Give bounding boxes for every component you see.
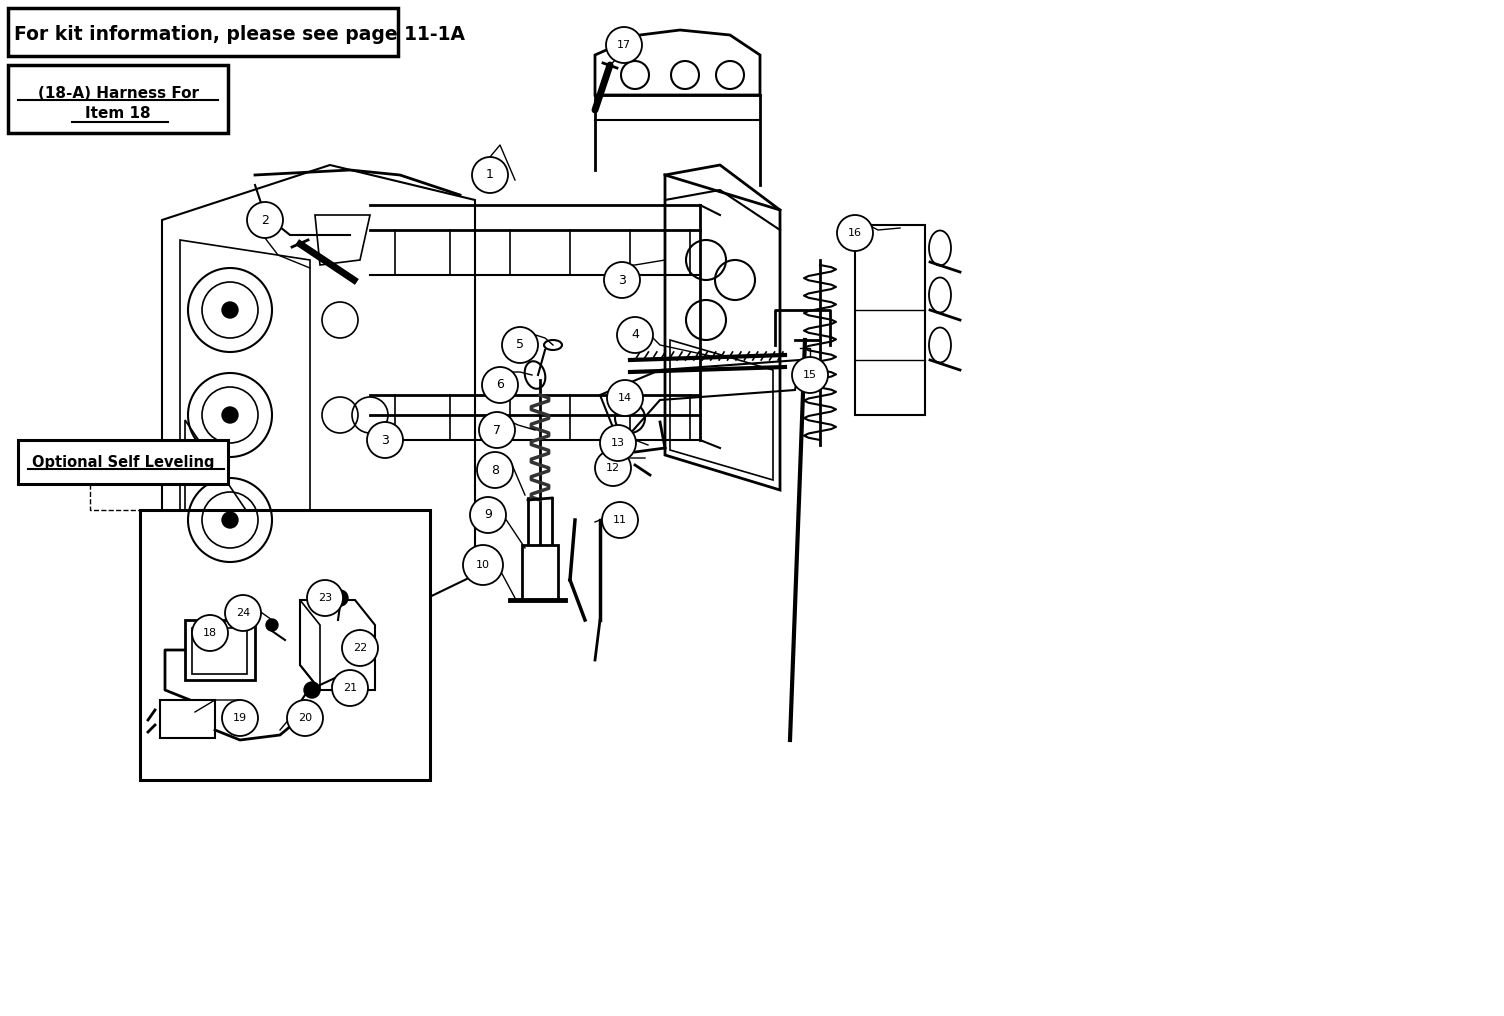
Circle shape	[332, 590, 347, 606]
Circle shape	[605, 262, 641, 298]
Text: 3: 3	[381, 434, 390, 446]
Text: 15: 15	[803, 370, 817, 380]
Circle shape	[469, 497, 505, 533]
Text: 5: 5	[516, 338, 523, 352]
FancyBboxPatch shape	[140, 510, 430, 780]
Text: 19: 19	[233, 713, 247, 723]
Circle shape	[617, 317, 653, 353]
Text: 2: 2	[262, 213, 269, 227]
Text: 7: 7	[493, 424, 501, 437]
Circle shape	[793, 357, 829, 393]
Circle shape	[596, 450, 632, 486]
Circle shape	[838, 215, 872, 251]
Text: 13: 13	[611, 438, 626, 448]
Circle shape	[223, 302, 238, 318]
Circle shape	[226, 595, 262, 631]
FancyBboxPatch shape	[193, 628, 247, 674]
Circle shape	[193, 615, 229, 651]
Circle shape	[223, 700, 259, 736]
FancyBboxPatch shape	[185, 620, 256, 680]
Text: 24: 24	[236, 608, 250, 618]
FancyBboxPatch shape	[8, 65, 229, 133]
FancyBboxPatch shape	[522, 545, 558, 600]
Text: 22: 22	[353, 643, 367, 653]
Text: 23: 23	[317, 593, 332, 604]
Circle shape	[341, 630, 378, 666]
Text: 12: 12	[606, 463, 620, 473]
Circle shape	[332, 670, 368, 706]
Circle shape	[223, 407, 238, 423]
FancyBboxPatch shape	[8, 8, 399, 56]
Circle shape	[472, 157, 508, 193]
FancyBboxPatch shape	[159, 700, 215, 738]
Circle shape	[266, 619, 278, 631]
Text: 21: 21	[343, 683, 356, 693]
Text: (18-A) Harness For: (18-A) Harness For	[38, 85, 199, 101]
Text: 17: 17	[617, 40, 632, 50]
Circle shape	[247, 202, 283, 238]
Text: 8: 8	[490, 463, 499, 477]
Text: 18: 18	[203, 628, 217, 638]
Circle shape	[600, 425, 636, 461]
Text: 4: 4	[632, 328, 639, 341]
Text: 9: 9	[484, 508, 492, 521]
Circle shape	[608, 380, 644, 416]
Circle shape	[478, 412, 514, 448]
Text: 6: 6	[496, 379, 504, 391]
Circle shape	[367, 422, 403, 458]
Circle shape	[481, 367, 517, 403]
Text: 20: 20	[298, 713, 311, 723]
Text: Optional Self Leveling: Optional Self Leveling	[32, 454, 214, 469]
Text: For kit information, please see page 11-1A: For kit information, please see page 11-…	[14, 24, 465, 44]
Text: 14: 14	[618, 393, 632, 403]
Circle shape	[502, 327, 538, 363]
Text: 16: 16	[848, 228, 862, 238]
Text: Item 18: Item 18	[86, 107, 150, 122]
Circle shape	[304, 682, 320, 698]
Circle shape	[307, 580, 343, 616]
Text: 3: 3	[618, 273, 626, 287]
Circle shape	[606, 27, 642, 63]
Text: 1: 1	[486, 169, 493, 182]
FancyBboxPatch shape	[18, 440, 229, 484]
Circle shape	[477, 452, 513, 488]
Circle shape	[602, 502, 638, 538]
Text: 11: 11	[614, 515, 627, 525]
Circle shape	[223, 512, 238, 528]
Circle shape	[463, 545, 502, 585]
Text: 10: 10	[475, 560, 490, 570]
Circle shape	[287, 700, 323, 736]
